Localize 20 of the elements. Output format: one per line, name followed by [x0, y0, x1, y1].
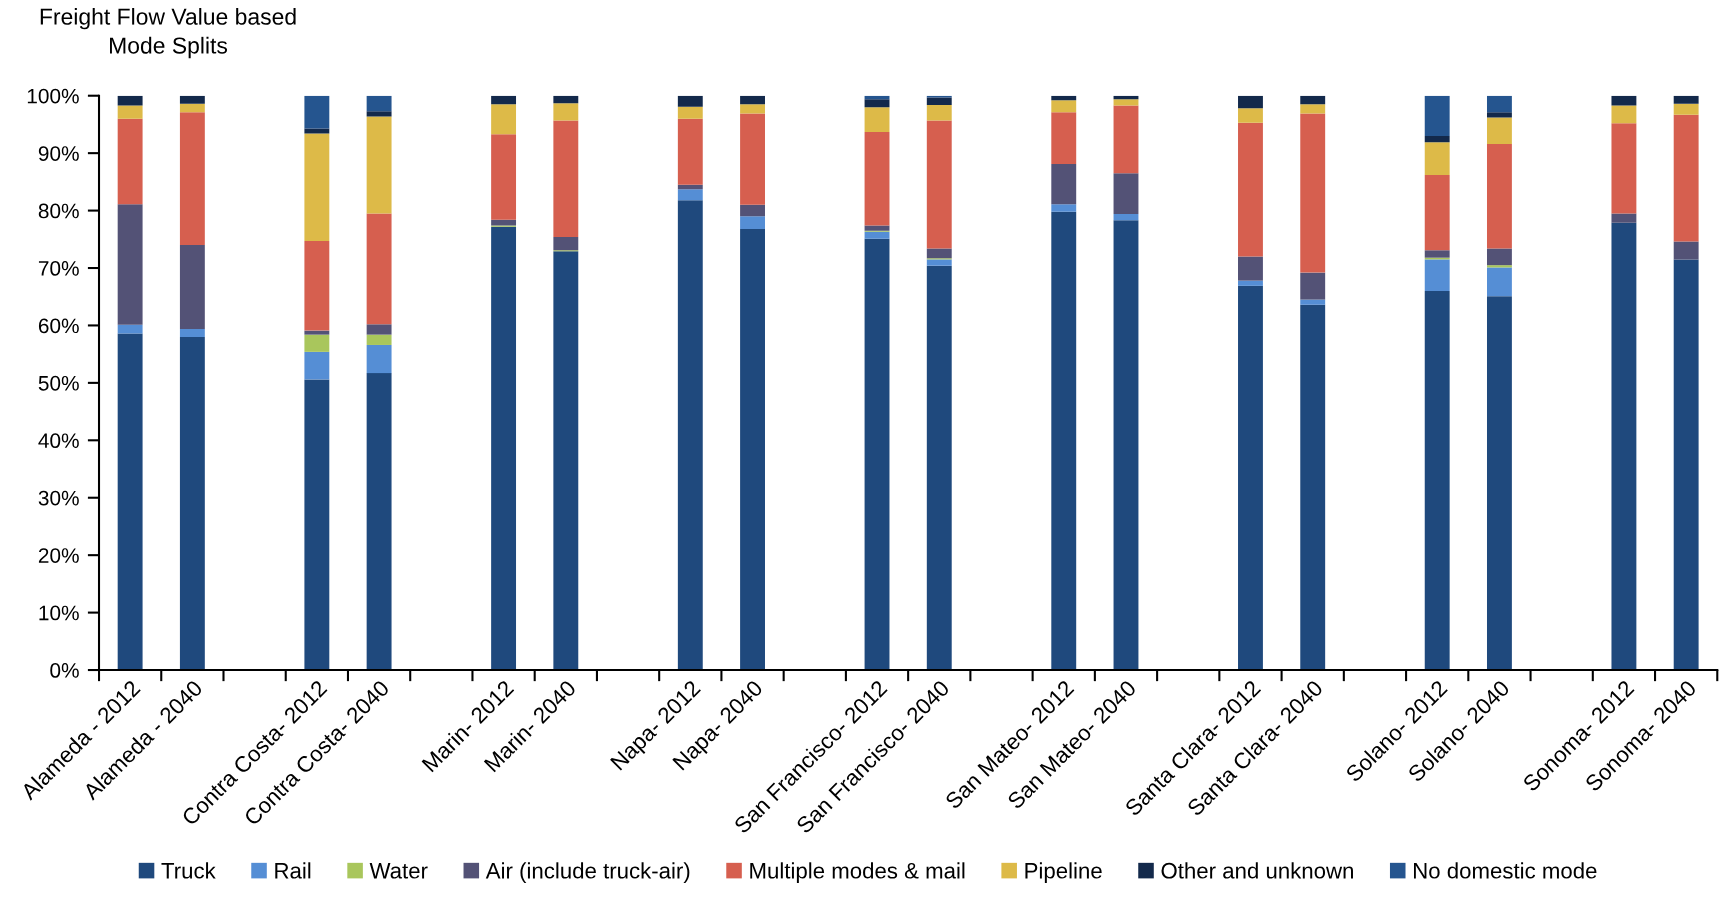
- y-tick-label: 90%: [38, 146, 79, 161]
- legend-label: Truck: [161, 862, 216, 879]
- legend-label: Rail: [275, 862, 311, 879]
- legend-label: Air (include truck-air): [485, 862, 690, 883]
- y-tick-label: 30%: [38, 490, 79, 506]
- y-tick-label: 0%: [50, 663, 79, 678]
- legend-label: Pipeline: [1025, 862, 1102, 883]
- legend-label: Other and unknown: [1161, 862, 1353, 879]
- legend-label: Water: [369, 863, 428, 879]
- y-tick-label: 80%: [38, 203, 79, 219]
- y-tick-label: 70%: [38, 261, 79, 276]
- legend-label: No domestic mode: [1414, 862, 1597, 879]
- y-tick-label: 40%: [38, 433, 79, 449]
- legend-label: Multiple modes & mail: [750, 862, 965, 883]
- chart-title: Freight Flow Value based Mode Splits: [40, 8, 296, 59]
- y-tick-label: 20%: [38, 548, 79, 563]
- y-tick-label: 60%: [38, 318, 79, 334]
- y-tick-label: 50%: [38, 375, 79, 391]
- y-tick-label: 100%: [27, 88, 79, 104]
- y-tick-label: 10%: [39, 605, 79, 621]
